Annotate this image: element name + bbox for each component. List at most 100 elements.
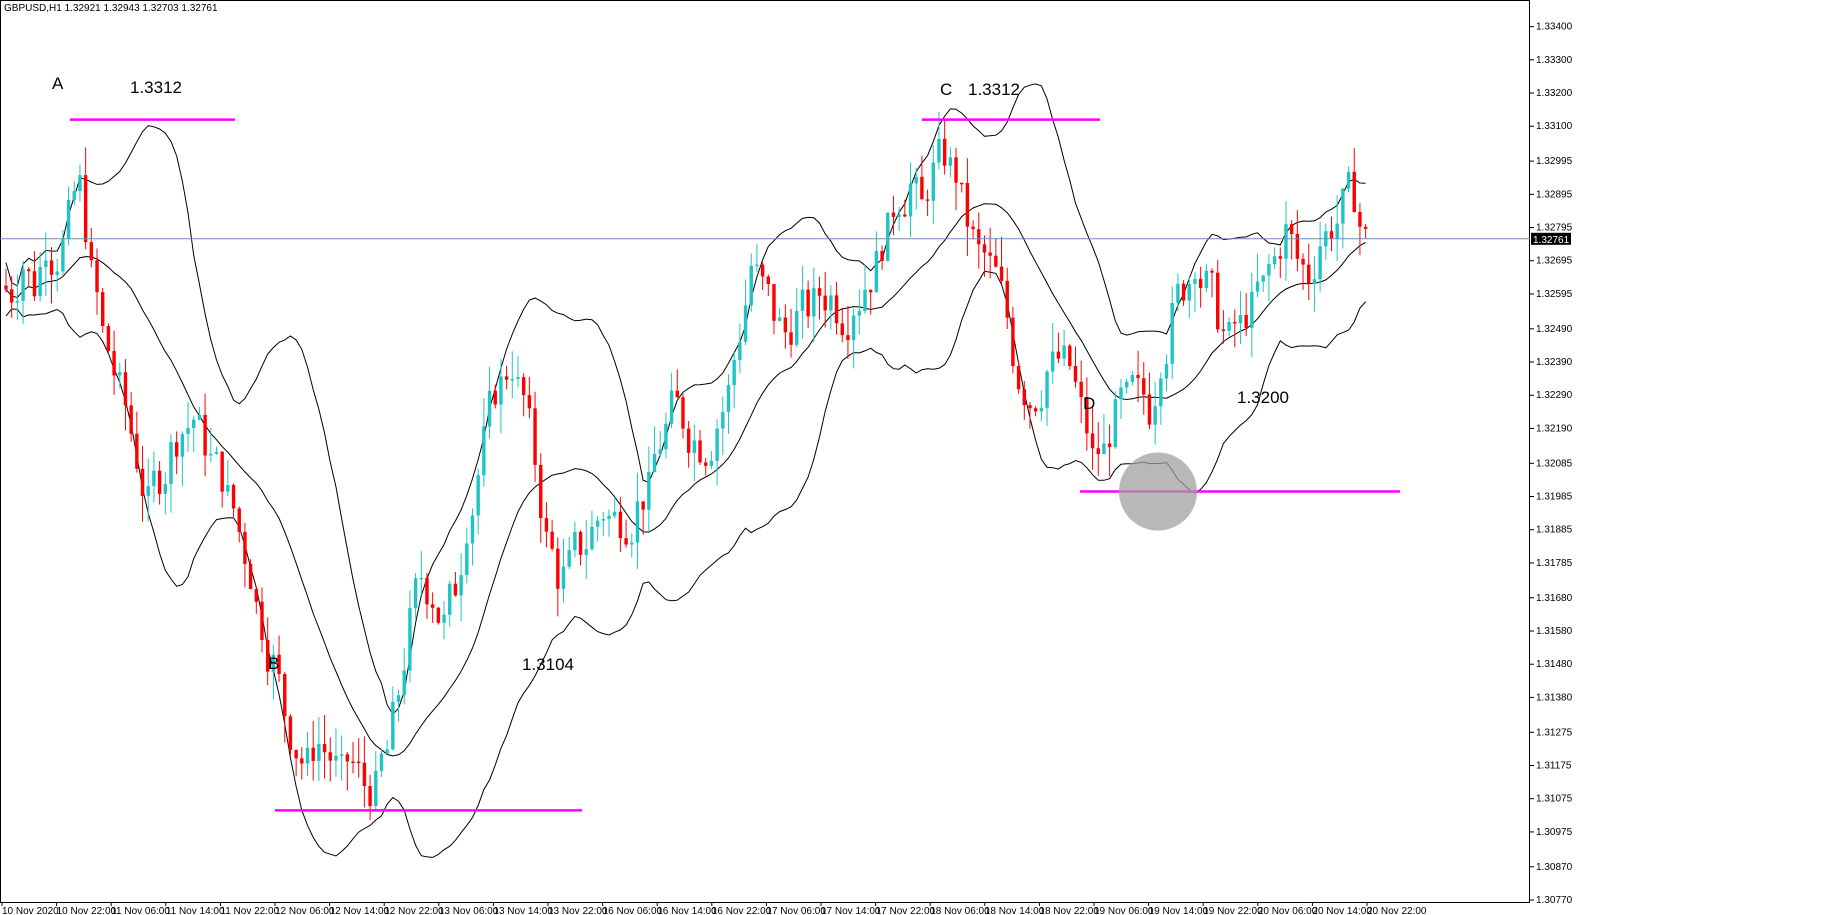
bear-candle bbox=[675, 390, 679, 398]
bull-candle bbox=[1124, 381, 1129, 388]
bull-candle bbox=[186, 428, 190, 435]
bull-candle bbox=[749, 265, 753, 306]
price-axis[interactable]: 1.33400 1.33300 1.33200 1.33100 1.32995 1.328… bbox=[1530, 22, 1573, 906]
bear-candle bbox=[789, 332, 793, 345]
bear-candle bbox=[686, 428, 691, 453]
y-tick-label: 1.31580 bbox=[1536, 626, 1573, 637]
bull-candle bbox=[857, 310, 862, 316]
bull-candle bbox=[476, 475, 480, 516]
bear-candle bbox=[1085, 397, 1089, 434]
bull-candle bbox=[448, 583, 452, 615]
bull-candle bbox=[669, 390, 674, 424]
bull-candle bbox=[1051, 351, 1055, 372]
bull-candle bbox=[721, 411, 725, 429]
bull-candle bbox=[1170, 302, 1174, 364]
bull-candle bbox=[78, 175, 82, 192]
y-tick-label: 1.31380 bbox=[1536, 692, 1573, 703]
bear-candle bbox=[1352, 171, 1356, 212]
bull-candle bbox=[931, 162, 935, 201]
bear-candle bbox=[237, 508, 241, 532]
bear-candle bbox=[1056, 351, 1061, 359]
y-tick-label: 1.32190 bbox=[1536, 423, 1573, 434]
bull-candle bbox=[402, 670, 406, 696]
bull-candle bbox=[379, 753, 384, 771]
bull-candle bbox=[391, 701, 395, 750]
x-tick-label: 17 Nov 22:00 bbox=[876, 906, 936, 915]
bull-candle bbox=[180, 434, 185, 457]
bear-candle bbox=[95, 260, 99, 293]
bear-candle bbox=[27, 269, 31, 272]
bear-candle bbox=[766, 276, 771, 285]
bull-candle bbox=[664, 423, 668, 450]
bull-candle bbox=[567, 550, 571, 567]
bull-candle bbox=[886, 212, 890, 261]
bull-candle bbox=[709, 460, 714, 466]
bear-candle bbox=[527, 395, 532, 409]
plot-frame bbox=[0, 0, 1530, 903]
bear-candle bbox=[101, 292, 105, 327]
bull-candle bbox=[396, 695, 401, 702]
y-tick-label: 1.31785 bbox=[1536, 558, 1573, 569]
x-tick-label: 18 Nov 14:00 bbox=[985, 906, 1045, 915]
bear-candle bbox=[1022, 389, 1027, 406]
y-tick-label: 1.33400 bbox=[1536, 22, 1573, 33]
x-tick-label: 20 Nov 06:00 bbox=[1258, 906, 1318, 915]
bull-candle bbox=[305, 747, 310, 764]
bull-candle bbox=[1193, 278, 1197, 284]
bear-candle bbox=[1278, 256, 1282, 259]
bear-candle bbox=[698, 440, 702, 463]
ohlc-values: 1.32921 1.32943 1.32703 1.32761 bbox=[64, 3, 218, 14]
bull-candle bbox=[1341, 188, 1345, 224]
bear-candle bbox=[1011, 317, 1015, 367]
bear-candle bbox=[868, 289, 873, 293]
y-tick-label: 1.31275 bbox=[1536, 727, 1573, 738]
annotations: A 1.3312 B 1.3104 C 1.3312 D 1.3200 bbox=[52, 74, 1400, 812]
y-tick-label: 1.30770 bbox=[1536, 895, 1573, 906]
bear-candle bbox=[89, 242, 94, 261]
bear-candle bbox=[9, 289, 14, 303]
bear-candle bbox=[504, 376, 509, 380]
x-tick-label: 20 Nov 14:00 bbox=[1312, 906, 1372, 915]
y-tick-label: 1.31480 bbox=[1536, 659, 1573, 670]
bear-candle bbox=[493, 390, 497, 405]
bull-candle bbox=[1204, 270, 1209, 288]
bear-candle bbox=[544, 518, 549, 532]
bear-candle bbox=[425, 577, 429, 605]
bull-candle bbox=[487, 390, 492, 427]
bull-candle bbox=[419, 577, 423, 580]
bull-candle bbox=[44, 260, 48, 267]
bear-candle bbox=[1221, 329, 1226, 331]
bear-candle bbox=[1289, 224, 1294, 235]
bear-candle bbox=[880, 251, 884, 261]
bull-candle bbox=[1255, 281, 1260, 292]
bull-candle bbox=[197, 414, 202, 420]
bear-candle bbox=[817, 288, 822, 296]
bull-candle bbox=[1119, 387, 1123, 400]
bear-candle bbox=[550, 531, 554, 549]
bull-candle bbox=[317, 743, 321, 761]
bull-candle bbox=[1250, 291, 1254, 328]
bull-candle bbox=[226, 484, 230, 492]
bear-candle bbox=[834, 295, 839, 324]
bull-candle bbox=[1045, 371, 1049, 408]
x-tick-label: 17 Nov 14:00 bbox=[821, 906, 881, 915]
bear-candle bbox=[430, 604, 435, 608]
y-tick-label: 1.32895 bbox=[1536, 189, 1573, 200]
y-tick-label: 1.33100 bbox=[1536, 121, 1573, 132]
bear-candle bbox=[294, 750, 298, 759]
bull-candle bbox=[152, 470, 156, 487]
bull-candle bbox=[1039, 407, 1044, 412]
x-tick-label: 13 Nov 06:00 bbox=[439, 906, 499, 915]
bull-candle bbox=[1238, 314, 1243, 324]
bear-candle bbox=[1363, 226, 1368, 229]
bear-candle bbox=[129, 405, 133, 434]
bear-candle bbox=[624, 538, 628, 545]
bull-candle bbox=[72, 191, 76, 200]
bear-candle bbox=[1073, 366, 1078, 382]
bear-candle bbox=[925, 199, 930, 201]
bull-candle bbox=[118, 372, 122, 376]
y-tick-label: 1.30975 bbox=[1536, 827, 1573, 838]
